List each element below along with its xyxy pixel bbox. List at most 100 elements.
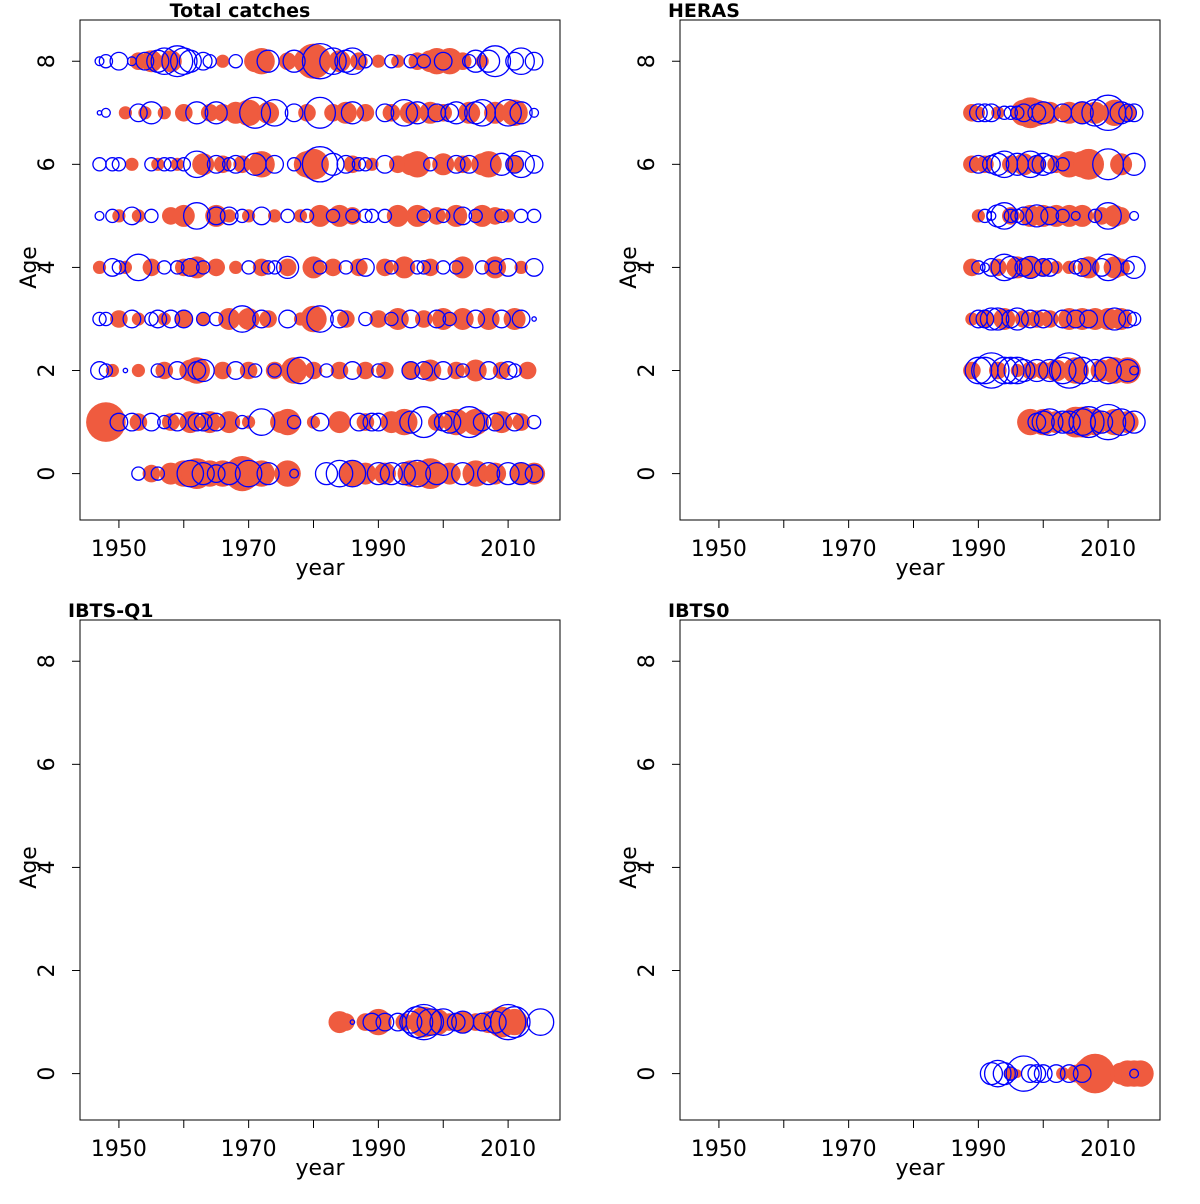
negative-residual-bubble — [98, 363, 114, 378]
positive-residual-bubble — [423, 1008, 450, 1036]
negative-residual-bubble — [1102, 307, 1127, 331]
positive-residual-bubble — [356, 413, 375, 431]
negative-residual-bubble — [435, 208, 451, 224]
negative-residual-bubble — [979, 262, 990, 273]
negative-residual-bubble — [1087, 208, 1103, 224]
positive-residual-bubble — [512, 413, 530, 431]
negative-residual-bubble — [349, 1019, 356, 1025]
negative-residual-bubble — [1124, 103, 1144, 123]
negative-residual-bubble — [178, 49, 202, 73]
negative-residual-bubble — [390, 98, 419, 127]
x-tick-label: 1970 — [821, 1137, 877, 1162]
positive-residual-bubble — [306, 415, 321, 429]
positive-residual-bubble — [523, 462, 546, 485]
negative-residual-bubble — [193, 412, 213, 432]
bubble-layer — [86, 42, 546, 492]
y-tick-label: 0 — [35, 1067, 60, 1081]
negative-residual-bubble — [392, 461, 416, 486]
x-axis-title: year — [895, 556, 945, 581]
positive-residual-bubble — [963, 155, 981, 174]
negative-residual-bubble — [340, 101, 365, 125]
positive-residual-bubble — [434, 104, 453, 122]
negative-residual-bubble — [1027, 1064, 1047, 1084]
plot-frame — [679, 19, 1161, 521]
positive-residual-bubble — [501, 99, 528, 127]
x-tick-label: 1970 — [821, 537, 877, 562]
negative-residual-bubble — [131, 466, 146, 481]
negative-residual-bubble — [256, 461, 280, 486]
negative-residual-bubble — [1040, 206, 1060, 226]
negative-residual-bubble — [358, 157, 373, 172]
negative-residual-bubble — [1109, 101, 1133, 125]
negative-residual-bubble — [176, 459, 205, 488]
negative-residual-bubble — [144, 311, 159, 327]
positive-residual-bubble — [337, 1013, 355, 1031]
negative-residual-bubble — [377, 208, 393, 224]
negative-residual-bubble — [325, 208, 341, 224]
negative-residual-bubble — [182, 150, 211, 179]
negative-residual-bubble — [403, 459, 432, 488]
negative-residual-bubble — [193, 51, 213, 71]
chart-title: IBTS-Q1 — [68, 600, 153, 622]
negative-residual-bubble — [314, 461, 339, 486]
negative-residual-bubble — [252, 309, 272, 329]
positive-residual-bubble — [131, 209, 145, 223]
y-tick-label: 6 — [635, 757, 660, 771]
positive-residual-bubble — [86, 402, 126, 442]
positive-residual-bubble — [399, 101, 422, 124]
negative-residual-bubble — [338, 260, 354, 275]
negative-residual-bubble — [1020, 309, 1040, 329]
negative-residual-bubble — [505, 154, 525, 174]
negative-residual-bubble — [524, 51, 544, 71]
x-axis: 1950 1970 1990 2010 year — [91, 520, 536, 581]
negative-residual-bubble — [509, 461, 533, 486]
negative-residual-bubble — [416, 53, 432, 69]
negative-residual-bubble — [405, 1003, 443, 1041]
negative-residual-bubble — [507, 150, 535, 179]
positive-residual-bubble — [1114, 357, 1141, 384]
positive-residual-bubble — [451, 1011, 474, 1034]
negative-residual-bubble — [384, 53, 399, 69]
negative-residual-bubble — [303, 96, 337, 129]
negative-residual-bubble — [524, 257, 544, 277]
plot-frame — [79, 619, 561, 1121]
positive-residual-bubble — [274, 460, 301, 487]
plot-frame — [79, 19, 561, 521]
negative-residual-bubble — [1129, 210, 1140, 221]
negative-residual-bubble — [299, 208, 315, 224]
negative-residual-bubble — [1094, 356, 1122, 385]
chart-title: HERAS — [668, 0, 740, 22]
positive-residual-bubble — [1110, 308, 1133, 330]
negative-residual-bubble — [1050, 352, 1088, 389]
y-tick-label: 8 — [35, 54, 60, 68]
negative-residual-bubble — [990, 356, 1019, 385]
negative-residual-bubble — [286, 157, 302, 172]
chart-title: Total catches — [170, 0, 311, 22]
negative-residual-bubble — [1072, 1064, 1092, 1084]
positive-residual-bubble — [453, 155, 472, 174]
negative-residual-bubble — [366, 461, 391, 486]
positive-residual-bubble — [404, 151, 431, 178]
positive-residual-bubble — [1049, 260, 1063, 274]
negative-residual-bubble — [122, 412, 142, 432]
positive-residual-bubble — [386, 204, 409, 227]
negative-residual-bubble — [191, 461, 215, 486]
positive-residual-bubble — [110, 310, 128, 328]
positive-residual-bubble — [129, 413, 148, 431]
negative-residual-bubble — [999, 255, 1023, 280]
negative-residual-bubble — [455, 363, 470, 378]
positive-residual-bubble — [356, 104, 375, 122]
negative-residual-bubble — [310, 412, 330, 432]
negative-residual-bubble — [399, 410, 423, 434]
negative-residual-bubble — [174, 309, 194, 329]
negative-residual-bubble — [349, 412, 369, 432]
y-axis-title: Age — [617, 246, 642, 289]
negative-residual-bubble — [461, 53, 477, 69]
negative-residual-bubble — [122, 309, 142, 329]
positive-residual-bubble — [419, 101, 442, 124]
negative-residual-bubble — [252, 206, 272, 226]
negative-residual-bubble — [496, 461, 520, 486]
negative-residual-bubble — [247, 363, 263, 378]
positive-residual-bubble — [1028, 310, 1046, 328]
x-tick-label: 2010 — [480, 1137, 536, 1162]
